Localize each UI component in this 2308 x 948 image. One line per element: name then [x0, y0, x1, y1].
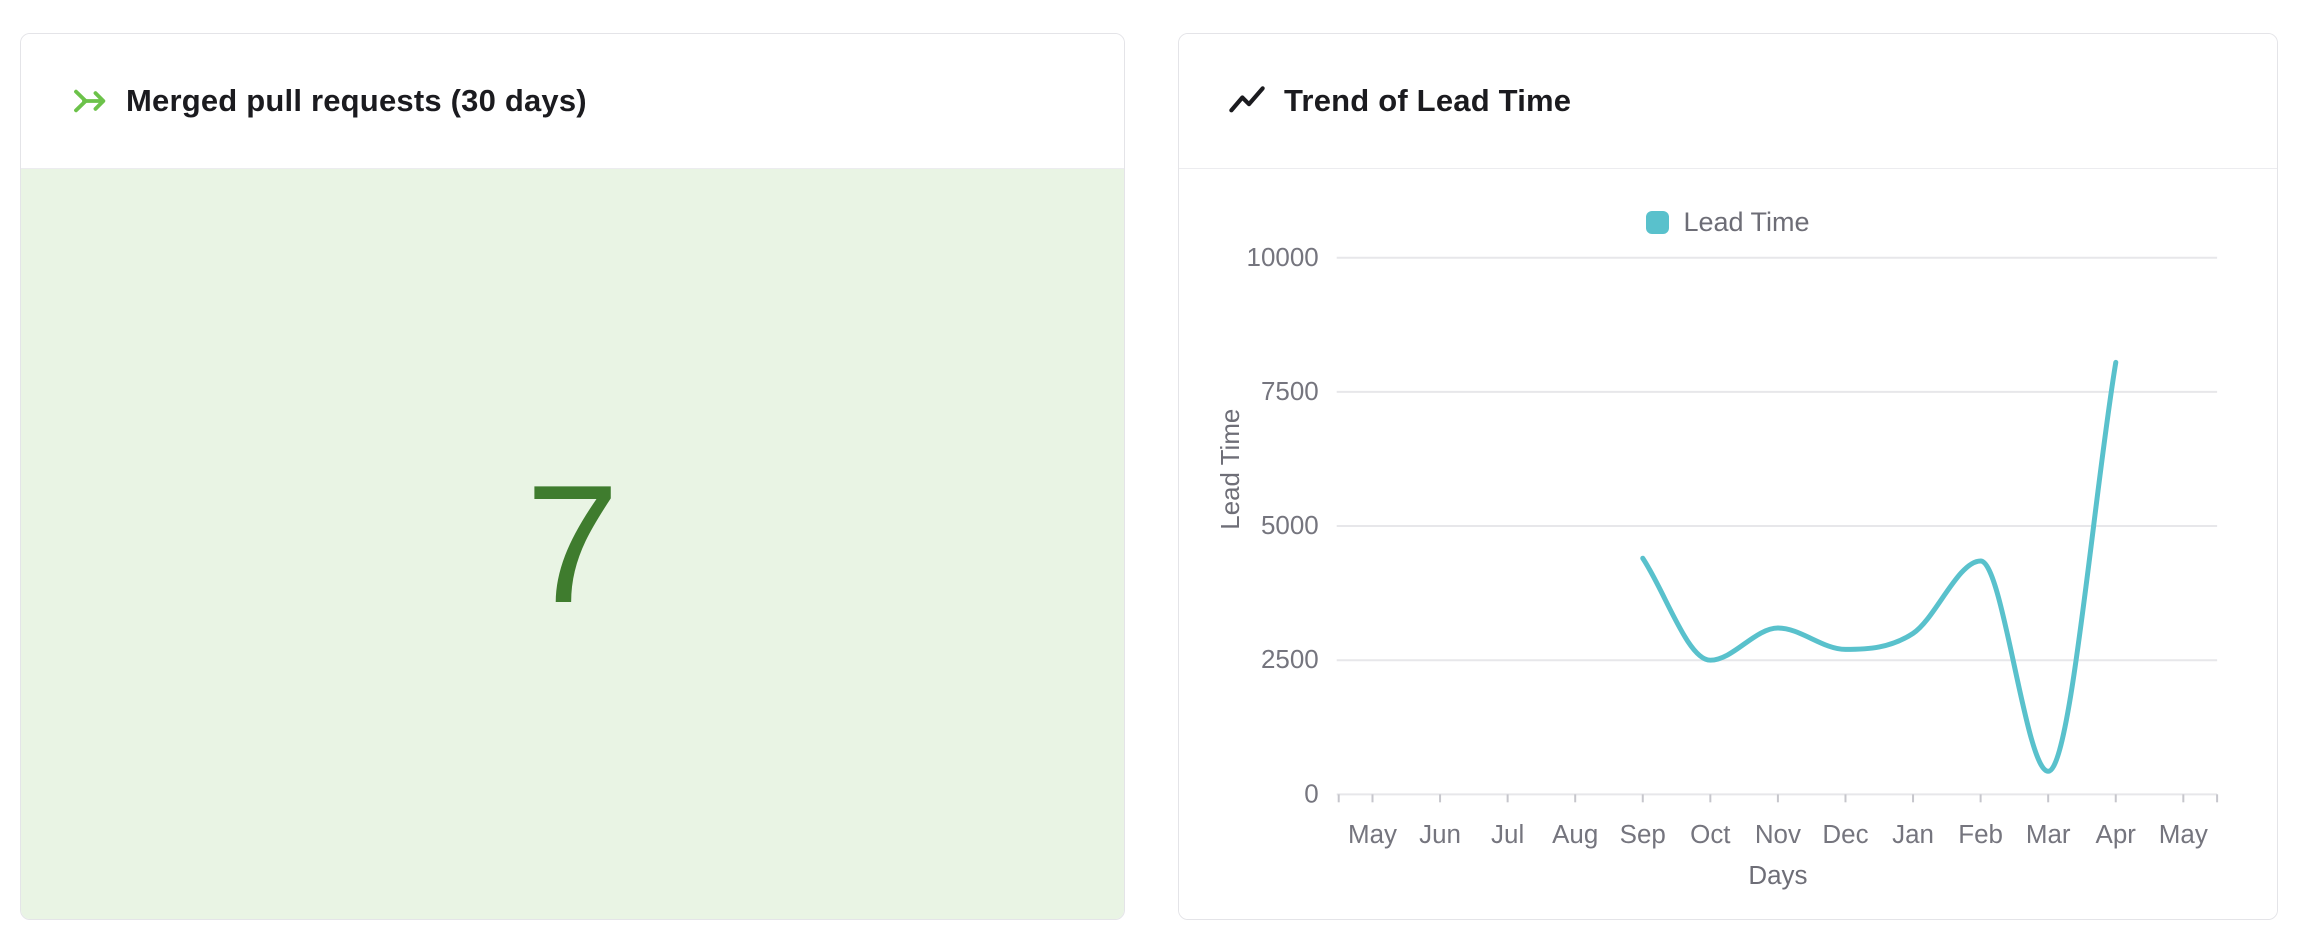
legend-label: Lead Time — [1683, 207, 1810, 237]
svg-text:May: May — [2159, 821, 2208, 849]
y-axis-title: Lead Time — [1217, 409, 1245, 530]
svg-text:7500: 7500 — [1261, 378, 1319, 406]
y-gridlines — [1336, 256, 2218, 796]
lead-time-card-header: Trend of Lead Time — [1179, 34, 2277, 169]
merged-arrow-icon — [69, 81, 109, 121]
lead-time-card: Trend of Lead Time Lead Time 0 2500 5000 75… — [1178, 33, 2278, 920]
lead-time-line-chart: 0 2500 5000 7500 10000 May Jun Jul Aug Sep Oct Nov D… — [1217, 244, 2219, 890]
legend-swatch-icon — [1646, 211, 1670, 234]
lead-time-chart-panel: Lead Time 0 2500 5000 7500 10000 May Jun Jul Aug… — [1179, 169, 2277, 919]
x-axis-ticks — [1337, 794, 2219, 803]
series-line-lead-time — [1640, 359, 2119, 774]
svg-text:Feb: Feb — [1958, 821, 2003, 849]
svg-text:2500: 2500 — [1261, 646, 1319, 674]
y-axis-labels: 0 2500 5000 7500 10000 — [1247, 244, 1319, 809]
x-axis-labels: May Jun Jul Aug Sep Oct Nov Dec Jan Feb Mar Apr May — [1348, 821, 2208, 849]
svg-text:Jun: Jun — [1419, 821, 1461, 849]
svg-text:10000: 10000 — [1247, 244, 1319, 272]
merged-pr-card-title: Merged pull requests (30 days) — [126, 83, 587, 118]
chart-legend-item-lead-time[interactable]: Lead Time — [1179, 207, 2277, 238]
svg-text:Dec: Dec — [1822, 821, 1868, 849]
svg-text:Jul: Jul — [1491, 821, 1524, 849]
merged-pr-card: Merged pull requests (30 days) 7 — [20, 33, 1125, 920]
lead-time-card-title: Trend of Lead Time — [1284, 83, 1572, 118]
svg-text:May: May — [1348, 821, 1397, 849]
svg-text:0: 0 — [1304, 780, 1318, 808]
merged-pr-count: 7 — [525, 450, 620, 638]
x-axis-title: Days — [1748, 862, 1807, 890]
svg-text:Sep: Sep — [1620, 821, 1666, 849]
trend-line-icon — [1227, 81, 1267, 121]
svg-text:Oct: Oct — [1690, 821, 1731, 849]
merged-pr-count-panel: 7 — [21, 169, 1124, 919]
merged-pr-card-header: Merged pull requests (30 days) — [21, 34, 1124, 169]
svg-text:5000: 5000 — [1261, 512, 1319, 540]
svg-text:Apr: Apr — [2096, 821, 2137, 849]
svg-text:Nov: Nov — [1755, 821, 1801, 849]
svg-text:Mar: Mar — [2026, 821, 2071, 849]
svg-text:Jan: Jan — [1892, 821, 1934, 849]
svg-text:Aug: Aug — [1552, 821, 1598, 849]
